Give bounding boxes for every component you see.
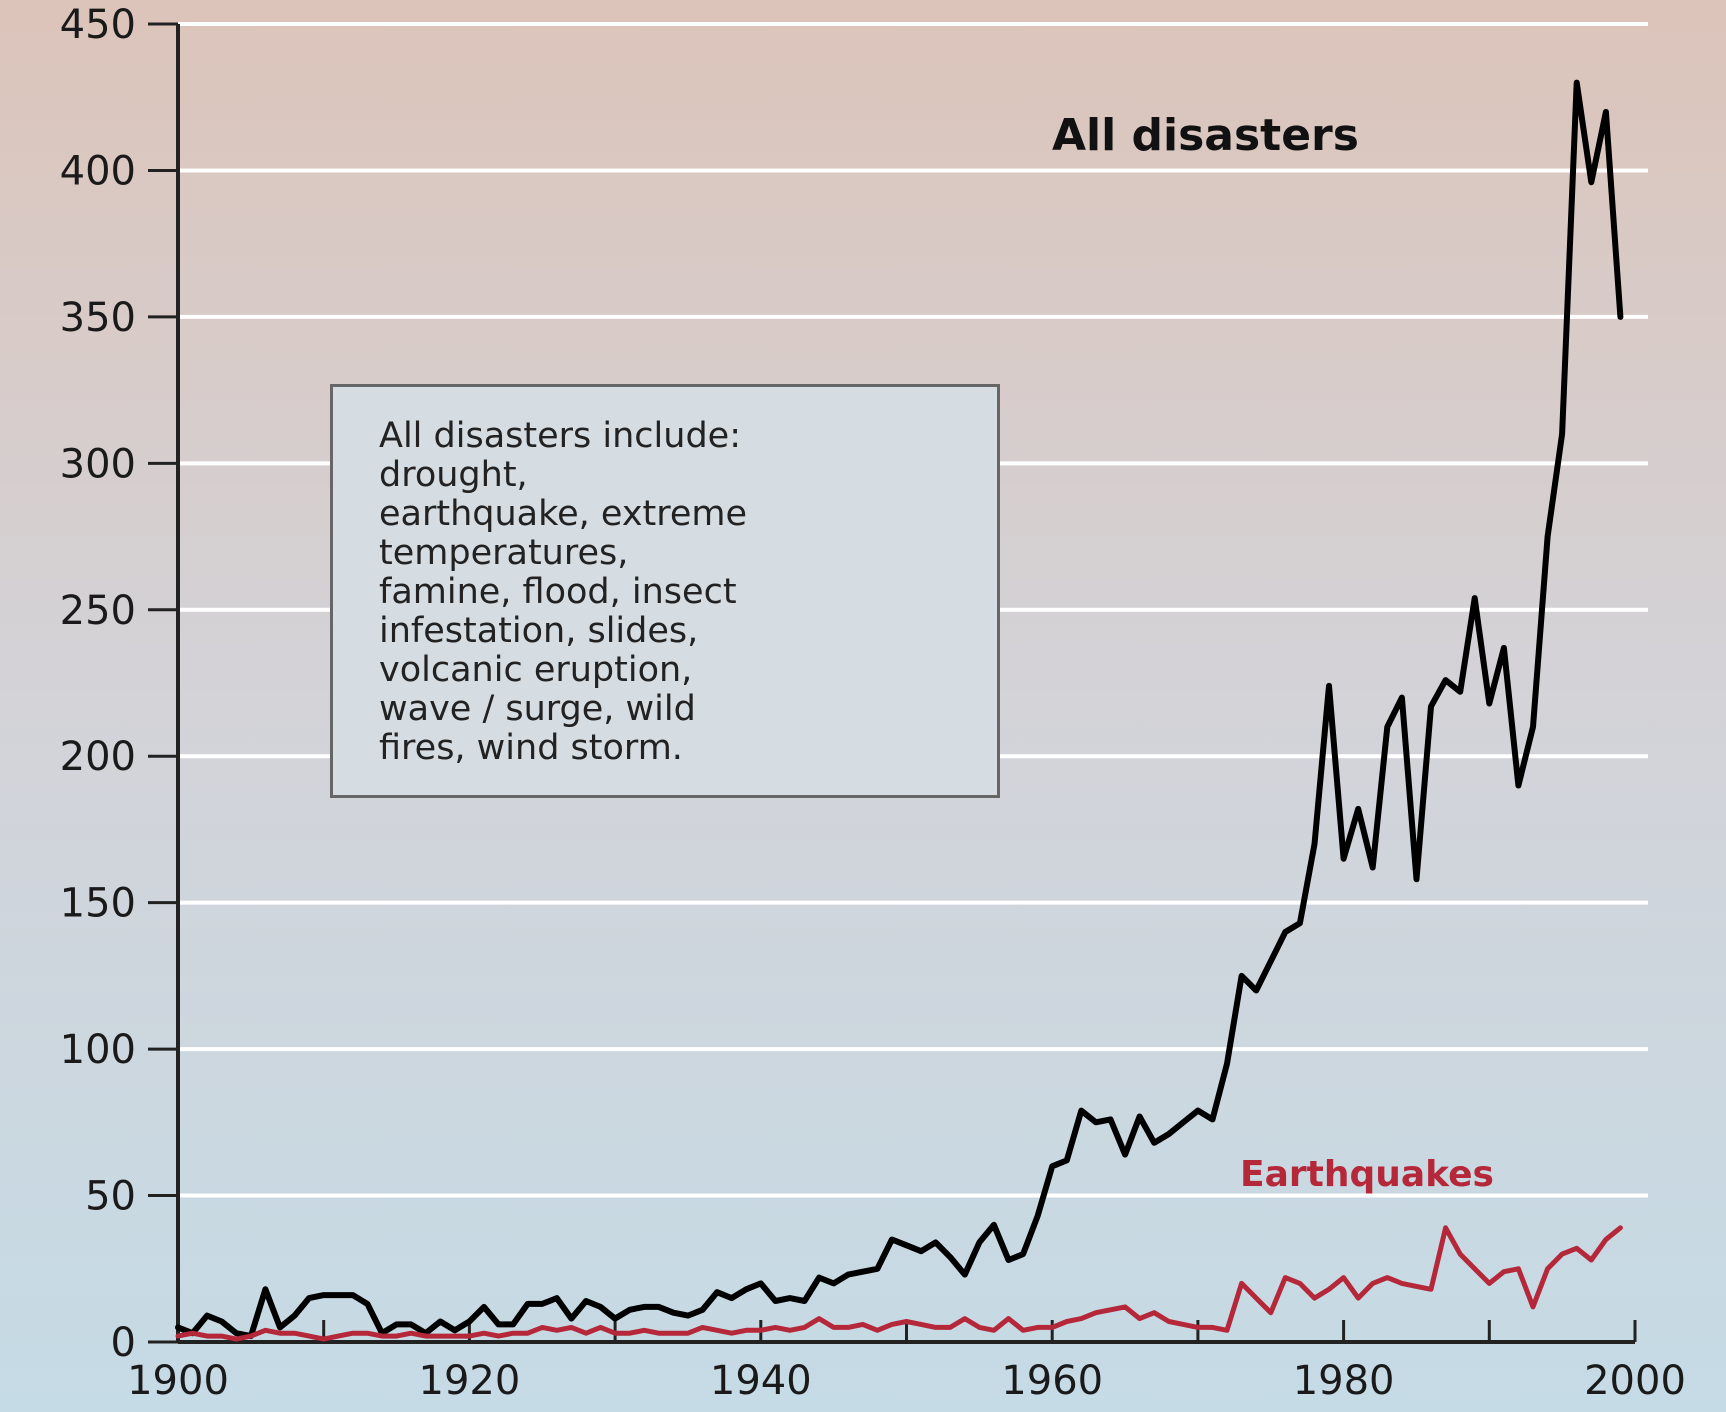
y-tick-label: 100 bbox=[60, 1027, 136, 1073]
x-tick-label: 2000 bbox=[1584, 1358, 1686, 1404]
note-line: All disasters include: bbox=[379, 416, 741, 456]
y-tick-label: 50 bbox=[85, 1174, 136, 1220]
y-tick-label: 200 bbox=[60, 734, 136, 780]
note-line: wave / surge, wild bbox=[379, 689, 696, 729]
y-tick-label: 0 bbox=[111, 1320, 136, 1366]
note-line: infestation, slides, bbox=[379, 611, 699, 651]
series-labels: All disasters Earthquakes bbox=[1052, 110, 1494, 1195]
series-label-all-disasters: All disasters bbox=[1052, 110, 1359, 161]
note-line: volcanic eruption, bbox=[379, 650, 693, 690]
note-line: drought, bbox=[379, 455, 528, 495]
x-tick-label: 1900 bbox=[127, 1358, 229, 1404]
note-box: All disasters include: drought, earthqua… bbox=[330, 384, 1000, 798]
y-tick-label: 250 bbox=[60, 588, 136, 634]
axes: 0 50 100 150 200 250 300 350 400 450 1900 1920 1940 1… bbox=[60, 2, 1686, 1404]
note-line: fires, wind storm. bbox=[379, 728, 683, 768]
series-label-earthquakes: Earthquakes bbox=[1240, 1154, 1494, 1195]
x-tick-label: 1960 bbox=[1001, 1358, 1103, 1404]
y-tick-label: 150 bbox=[60, 881, 136, 927]
y-tick-label: 450 bbox=[60, 2, 136, 48]
x-tick-label: 1940 bbox=[710, 1358, 812, 1404]
x-tick-label: 1920 bbox=[419, 1358, 521, 1404]
y-tick-label: 350 bbox=[60, 295, 136, 341]
x-tick-label: 1980 bbox=[1293, 1358, 1395, 1404]
y-tick-label: 300 bbox=[60, 441, 136, 487]
note-line: famine, flood, insect bbox=[379, 572, 737, 612]
note-line: temperatures, bbox=[379, 533, 629, 573]
series-line-earthquakes bbox=[175, 1225, 1623, 1342]
note-line: earthquake, extreme bbox=[379, 494, 748, 534]
series-lines bbox=[175, 79, 1624, 1342]
y-tick-label: 400 bbox=[60, 148, 136, 194]
series-line-all bbox=[175, 79, 1624, 1340]
